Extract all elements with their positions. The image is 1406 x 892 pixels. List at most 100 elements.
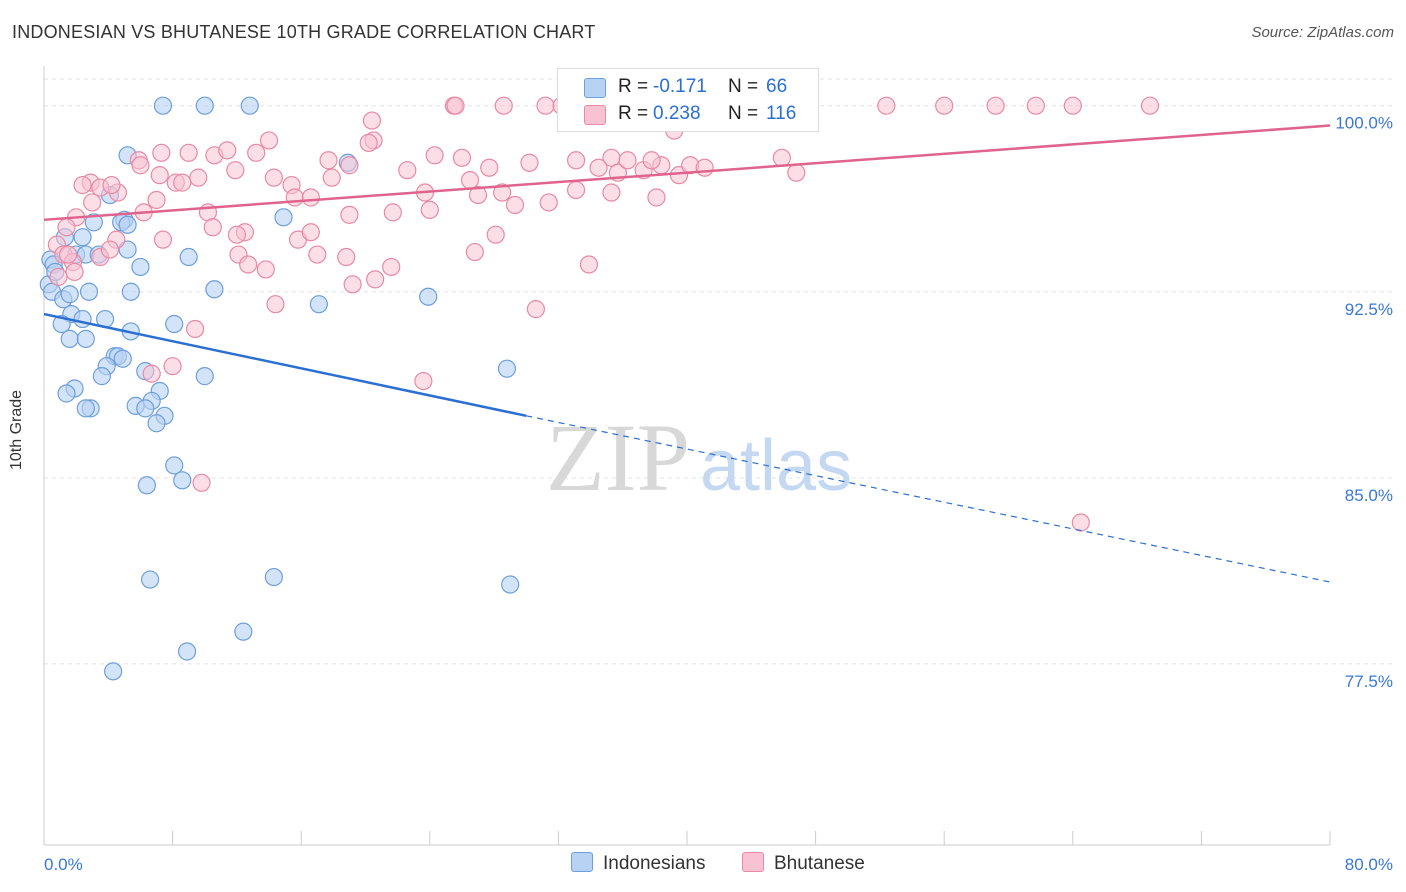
legend-item-bhutanese[interactable]: Bhutanese: [742, 852, 865, 875]
indonesians-point: [234, 622, 253, 641]
indonesians-point: [501, 575, 520, 594]
indonesians-point: [264, 567, 283, 587]
indonesians-point: [165, 456, 184, 475]
bhutanese-point: [340, 156, 359, 175]
y-tick-label: 85.0%: [1345, 486, 1393, 505]
bhutanese-point: [239, 255, 258, 274]
legend-n-value: 66: [766, 76, 788, 97]
indonesians-point: [79, 282, 99, 301]
bhutanese-point: [343, 275, 362, 294]
bhutanese-point: [264, 168, 283, 187]
indonesians-trend-extension: [526, 415, 1331, 583]
bhutanese-point: [986, 96, 1005, 115]
bhutanese-point: [179, 143, 198, 162]
bhutanese-point: [536, 96, 555, 115]
bhutanese-point: [259, 131, 279, 150]
legend-row-indonesians: R = -0.171 N = 66: [558, 73, 816, 101]
bhutanese-point: [142, 364, 161, 383]
indonesians-point: [147, 414, 166, 433]
bhutanese-point: [414, 371, 433, 391]
y-tick-label: 77.5%: [1345, 672, 1393, 691]
bhutanese-point: [772, 148, 791, 167]
bhutanese-point: [382, 257, 401, 277]
bhutanese-point: [218, 141, 237, 160]
bhutanese-point: [787, 163, 806, 182]
bhutanese-point: [618, 151, 637, 170]
bhutanese-point: [100, 240, 120, 259]
trend-lines: [43, 124, 1331, 583]
bhutanese-point: [465, 242, 484, 262]
bhutanese-points: [47, 96, 1160, 532]
chart-title: INDONESIAN VS BHUTANESE 10TH GRADE CORRE…: [12, 22, 596, 42]
bhutanese-point: [163, 357, 182, 376]
bhutanese-point: [227, 225, 246, 244]
indonesians-point: [173, 471, 192, 490]
bhutanese-point: [589, 158, 608, 177]
watermark-zip: ZIP: [546, 404, 690, 511]
bhutanese-point: [452, 148, 472, 167]
indonesians-point: [57, 384, 76, 403]
indonesians-point: [73, 309, 92, 329]
legend-label-bhutanese: Bhutanese: [774, 853, 865, 874]
indonesians-point: [497, 359, 517, 378]
bhutanese-point: [383, 203, 402, 222]
legend-swatch-pink: [584, 105, 606, 125]
bhutanese-point: [131, 156, 150, 175]
legend-n-label: N =: [728, 76, 759, 97]
legend-r-value: 0.238: [653, 103, 701, 124]
indonesians-point: [177, 642, 197, 661]
bhutanese-point: [308, 245, 327, 264]
x-tick-label-min: 0.0%: [44, 855, 83, 874]
bhutanese-point: [520, 153, 539, 172]
bhutanese-point: [1026, 96, 1045, 115]
bhutanese-point: [83, 193, 102, 212]
source-note: Source: ZipAtlas.com: [1251, 24, 1394, 41]
bhutanese-point: [203, 218, 222, 237]
indonesians-point: [118, 215, 137, 234]
bhutanese-point: [935, 96, 954, 115]
bhutanese-point: [322, 168, 341, 187]
bhutanese-point: [1071, 513, 1090, 532]
indonesians-point: [137, 476, 156, 495]
indonesians-point: [274, 208, 293, 227]
indonesians-point: [73, 228, 92, 247]
indonesians-point: [60, 285, 79, 304]
bhutanese-point: [150, 166, 169, 185]
bhutanese-point: [493, 183, 512, 202]
indonesians-point: [131, 257, 150, 277]
bhutanese-point: [579, 255, 599, 274]
x-tick-label-max: 80.0%: [1345, 855, 1393, 874]
bhutanese-point: [539, 193, 558, 212]
bhutanese-point: [642, 151, 661, 170]
axes: [43, 66, 1331, 846]
bhutanese-point: [526, 300, 545, 319]
legend-item-indonesians[interactable]: Indonesians: [571, 852, 705, 875]
bhutanese-point: [366, 270, 385, 289]
bhutanese-point: [340, 205, 359, 224]
bhutanese-point: [362, 111, 382, 130]
bhutanese-point: [480, 158, 499, 177]
indonesians-point: [309, 295, 328, 314]
legend-label-indonesians: Indonesians: [603, 853, 706, 874]
indonesians-point: [240, 96, 259, 115]
indonesians-point: [92, 367, 111, 386]
bhutanese-trend-line: [43, 124, 1331, 222]
watermark-atlas: atlas: [700, 426, 852, 506]
bhutanese-point: [494, 96, 513, 115]
y-tick-label: 92.5%: [1345, 300, 1393, 319]
bhutanese-point: [566, 180, 586, 200]
indonesians-point: [84, 213, 103, 232]
legend-row-bhutanese: R = 0.238 N = 116: [558, 100, 816, 128]
indonesians-point: [60, 329, 79, 348]
indonesians-point: [136, 399, 155, 418]
indonesians-point: [104, 662, 123, 681]
bhutanese-point: [153, 230, 173, 249]
bhutanese-point: [398, 161, 417, 180]
bhutanese-point: [425, 146, 444, 165]
bhutanese-point: [152, 143, 171, 162]
legend-swatch-blue: [571, 852, 593, 872]
bhutanese-point: [189, 168, 208, 187]
legend-n-label: N =: [728, 103, 759, 124]
indonesians-point: [76, 329, 95, 348]
